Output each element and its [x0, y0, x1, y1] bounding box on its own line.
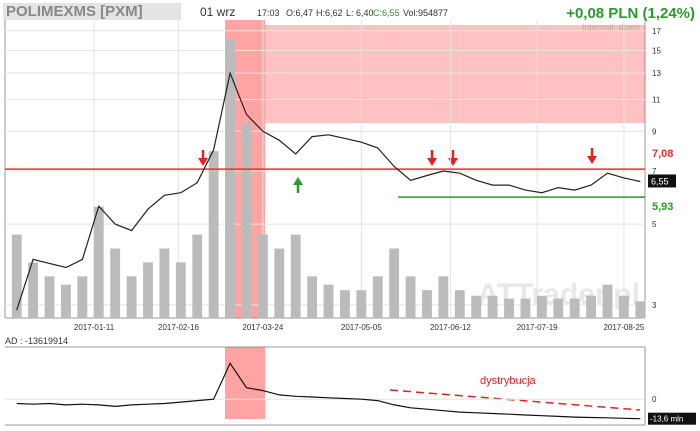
trend-line: [389, 389, 641, 411]
change: +0,08 PLN (1,24%): [566, 5, 695, 22]
last-price-box: [648, 174, 676, 188]
low: L: 6,40: [346, 8, 374, 18]
volume-bar: [192, 234, 203, 318]
volume-bar: [602, 284, 613, 318]
volume-bar: [536, 295, 547, 318]
y-tick-label: 3: [652, 301, 657, 310]
volume-bar: [323, 284, 334, 318]
series-line: [16, 71, 641, 311]
volume-bar: [504, 298, 514, 318]
volume-bar: [635, 301, 646, 318]
volume-bar: [586, 295, 597, 318]
y-tick-label: 13: [652, 69, 661, 78]
highlight-zone: [265, 25, 645, 123]
volume-bar: [454, 290, 465, 318]
x-tick-label: 2017-08-25: [603, 323, 644, 332]
y-tick-label: 15: [652, 47, 661, 56]
x-tick-label: 2017-07-19: [517, 323, 558, 332]
volume-bar: [175, 262, 186, 318]
volume-bar: [257, 234, 268, 318]
volume-bar: [225, 40, 235, 318]
volume-bar: [340, 290, 350, 318]
level-label: 5,93: [652, 201, 673, 213]
volume-bar: [553, 298, 564, 318]
volume-bar: [143, 262, 153, 318]
last-ad-box: [648, 412, 696, 425]
y-tick-label: 11: [652, 96, 661, 105]
y-tick-label: 7: [652, 167, 657, 176]
volume-bar: [389, 248, 400, 318]
volume-bar: [290, 234, 301, 318]
volume-bar: [241, 123, 252, 319]
volume-bar: [438, 276, 449, 318]
date: 01 wrz: [200, 5, 235, 19]
x-tick-label: 2017-06-12: [430, 323, 471, 332]
volume-bar: [93, 206, 104, 318]
volume-bar: [307, 276, 318, 318]
x-tick-label: 2017-01-11: [74, 323, 115, 332]
series-line: [16, 362, 641, 420]
last-ad: -13,6 mln: [650, 415, 683, 424]
level-label: 7,08: [652, 148, 673, 160]
volume-bar: [356, 290, 367, 318]
y-tick-label: 5: [652, 220, 657, 229]
y-tick-label: 9: [652, 127, 657, 136]
y-tick-label: 17: [652, 27, 661, 36]
volume: Vol:954877: [403, 8, 448, 18]
y-tick-label: 0: [652, 395, 657, 404]
volume-bar: [44, 276, 55, 318]
volume-bar: [126, 276, 137, 318]
volume-bar: [422, 290, 432, 318]
volume-bar: [471, 295, 482, 318]
volume-bar: [11, 234, 22, 318]
symbol-box: [3, 3, 181, 20]
panel-label: AD : -13619914: [5, 336, 68, 346]
x-tick-label: 2017-02-16: [158, 323, 199, 332]
volume-bar: [28, 262, 39, 318]
arrow-up: [293, 177, 303, 193]
volume-bar: [110, 248, 121, 318]
highlight-band: [225, 347, 265, 419]
volume-bar: [61, 284, 71, 318]
volume-bar: [274, 248, 285, 318]
volume-bar: [208, 151, 219, 318]
volume-bar: [520, 298, 531, 318]
last-price: 6,55: [651, 176, 669, 186]
x-tick-label: 2017-05-05: [341, 323, 382, 332]
volume-bar: [159, 248, 170, 318]
time: 17:03: [257, 8, 280, 18]
volume-bar: [618, 295, 629, 318]
volume-bar: [569, 298, 580, 318]
interval: Interwał: dzień: [582, 22, 640, 32]
volume-bar: [405, 276, 416, 318]
volume-bar: [372, 276, 383, 318]
close: C:6,55: [373, 8, 400, 18]
annotation: dystrybucja: [480, 375, 537, 387]
open: O:6,47: [286, 8, 313, 18]
volume-bar: [77, 276, 88, 318]
volume-bar: [487, 295, 498, 318]
high: H:6,62: [316, 8, 343, 18]
x-tick-label: 2017-03-24: [242, 323, 283, 332]
arrows: [198, 148, 597, 166]
symbol: POLIMEXMS [PXM]: [6, 3, 143, 20]
